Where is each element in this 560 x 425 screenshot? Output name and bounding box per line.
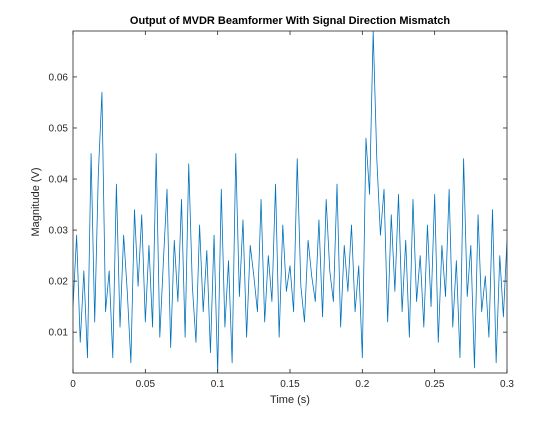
y-tick-label: 0.06	[49, 72, 69, 83]
x-tick-label: 0	[70, 379, 76, 390]
x-tick-label: 0.1	[211, 379, 225, 390]
x-axis-label: Time (s)	[270, 394, 310, 406]
y-axis-label: Magnitude (V)	[30, 167, 42, 236]
y-tick-label: 0.03	[49, 226, 69, 237]
series-line-1	[73, 31, 507, 373]
plot-content	[73, 31, 507, 373]
x-tick-label: 0.2	[355, 379, 369, 390]
y-tick-label: 0.01	[49, 328, 69, 339]
y-tick-label: 0.05	[49, 123, 69, 134]
chart-title: Output of MVDR Beamformer With Signal Di…	[130, 15, 450, 27]
y-tick-label: 0.02	[49, 277, 69, 288]
x-tick-label: 0.05	[136, 379, 156, 390]
x-tick-label: 0.15	[280, 379, 300, 390]
y-tick-label: 0.04	[49, 175, 69, 186]
x-tick-label: 0.25	[425, 379, 445, 390]
x-tick-label: 0.3	[500, 379, 514, 390]
axis-ticks: 0 0.05 0.1 0.15 0.2 0.25 0.3 0.01 0.02 0.03 0.04 0.…	[49, 31, 514, 390]
